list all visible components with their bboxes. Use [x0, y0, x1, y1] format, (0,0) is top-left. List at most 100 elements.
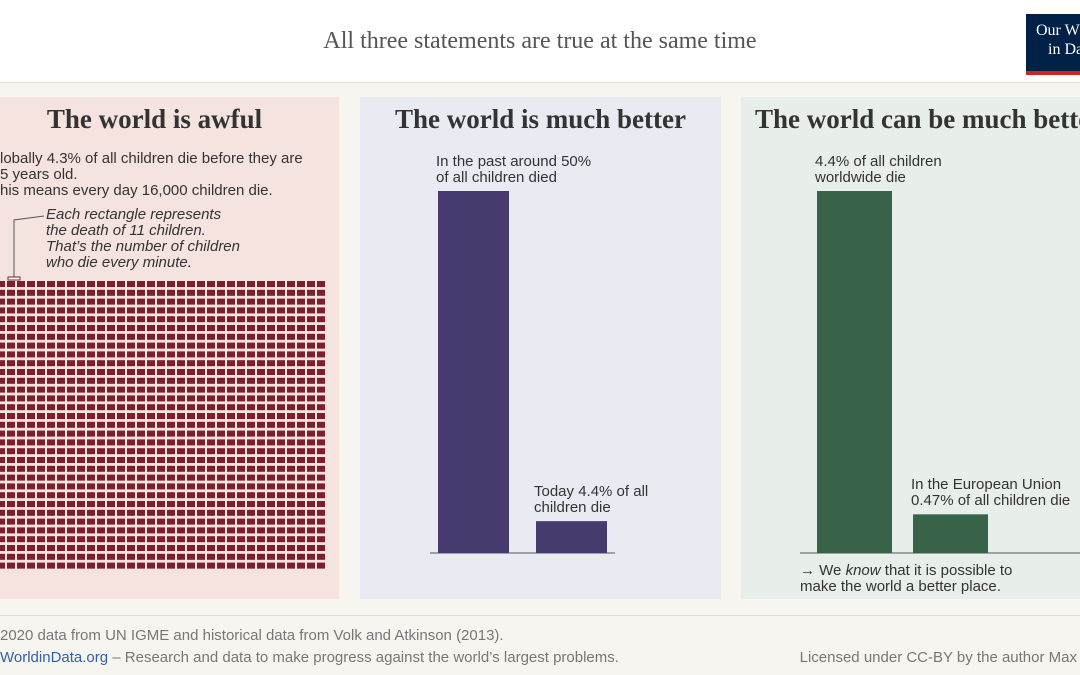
- rectangle: [307, 281, 315, 287]
- rectangle: [267, 492, 275, 499]
- rectangle: [287, 448, 295, 455]
- rectangle: [317, 289, 325, 296]
- rectangle: [297, 536, 305, 543]
- rectangle: [167, 307, 175, 314]
- rectangle: [247, 518, 255, 525]
- rectangle: [107, 545, 115, 551]
- rectangle: [127, 342, 135, 349]
- rectangle: [97, 553, 105, 560]
- rectangle: [227, 483, 235, 490]
- rectangle: [0, 298, 5, 305]
- rectangle: [257, 562, 265, 569]
- panel: [360, 97, 721, 599]
- rectangle: [167, 492, 175, 499]
- rectangle: [277, 351, 285, 358]
- rectangle: [37, 360, 45, 367]
- rectangle: [57, 562, 65, 569]
- rectangle: [297, 509, 305, 516]
- rectangle: [137, 492, 145, 499]
- rectangle: [247, 351, 255, 358]
- rectangle: [267, 333, 275, 340]
- rectangle: [217, 518, 225, 525]
- rectangle: [67, 386, 75, 393]
- rectangle: [257, 545, 265, 551]
- rectangle: [177, 404, 185, 411]
- rectangle: [137, 325, 145, 331]
- rectangle: [107, 492, 115, 499]
- rectangle: [87, 483, 95, 490]
- rectangle: [187, 474, 195, 481]
- rectangle: [187, 518, 195, 525]
- rectangle: [197, 474, 205, 481]
- rectangle: [27, 518, 35, 525]
- rectangle: [67, 404, 75, 411]
- rectangle: [7, 483, 15, 490]
- rectangle: [307, 404, 315, 411]
- rectangle: [257, 509, 265, 516]
- rectangle: [27, 377, 35, 384]
- rectangle: [257, 465, 265, 472]
- rectangle: [277, 457, 285, 463]
- rectangle: [317, 457, 325, 463]
- rectangle: [0, 545, 5, 551]
- rectangle: [27, 421, 35, 428]
- rectangle: [17, 527, 25, 534]
- rectangle: [237, 545, 245, 551]
- rectangle: [147, 404, 155, 411]
- rectangle: [17, 509, 25, 516]
- rectangle: [247, 316, 255, 323]
- rectangle: [187, 289, 195, 296]
- rectangle: [197, 342, 205, 349]
- rectangle: [297, 289, 305, 296]
- rectangle: [97, 386, 105, 393]
- rectangle: [237, 439, 245, 446]
- rectangle: [0, 360, 5, 367]
- rectangle: [97, 377, 105, 384]
- rectangle: [67, 465, 75, 472]
- rectangle: [297, 562, 305, 569]
- rectangle: [0, 386, 5, 393]
- rectangle: [47, 474, 55, 481]
- rectangle: [197, 298, 205, 305]
- rectangle: [7, 421, 15, 428]
- rectangle: [57, 492, 65, 499]
- rectangle: [167, 404, 175, 411]
- rectangle: [227, 545, 235, 551]
- rectangle: [107, 421, 115, 428]
- rectangle: [27, 562, 35, 569]
- rectangle: [257, 474, 265, 481]
- rectangle: [267, 325, 275, 331]
- rectangle: [77, 527, 85, 534]
- rectangle: [197, 333, 205, 340]
- rectangle: [277, 545, 285, 551]
- rectangle: [117, 439, 125, 446]
- rectangle: [107, 289, 115, 296]
- rectangle: [297, 501, 305, 507]
- rectangle: [37, 501, 45, 507]
- logo-line: Our W: [1036, 22, 1080, 39]
- rectangle: [107, 439, 115, 446]
- rectangle: [117, 421, 125, 428]
- site-link[interactable]: WorldinData.org: [0, 649, 109, 666]
- rectangle: [287, 351, 295, 358]
- rectangle: [177, 298, 185, 305]
- rectangle: [237, 430, 245, 437]
- rectangle: [117, 404, 125, 411]
- rectangle: [17, 518, 25, 525]
- rectangle: [67, 333, 75, 340]
- rectangle: [217, 351, 225, 358]
- rectangle: [307, 395, 315, 402]
- rectangle: [207, 360, 215, 367]
- rectangle: [237, 298, 245, 305]
- rectangle: [57, 386, 65, 393]
- rectangle: [307, 377, 315, 384]
- rectangle: [127, 509, 135, 516]
- rectangle: [147, 474, 155, 481]
- rectangle: [87, 501, 95, 507]
- rectangle: [167, 342, 175, 349]
- rectangle: [157, 351, 165, 358]
- rectangle: [237, 289, 245, 296]
- rectangle: [97, 430, 105, 437]
- rectangle: [127, 430, 135, 437]
- rectangle: [127, 386, 135, 393]
